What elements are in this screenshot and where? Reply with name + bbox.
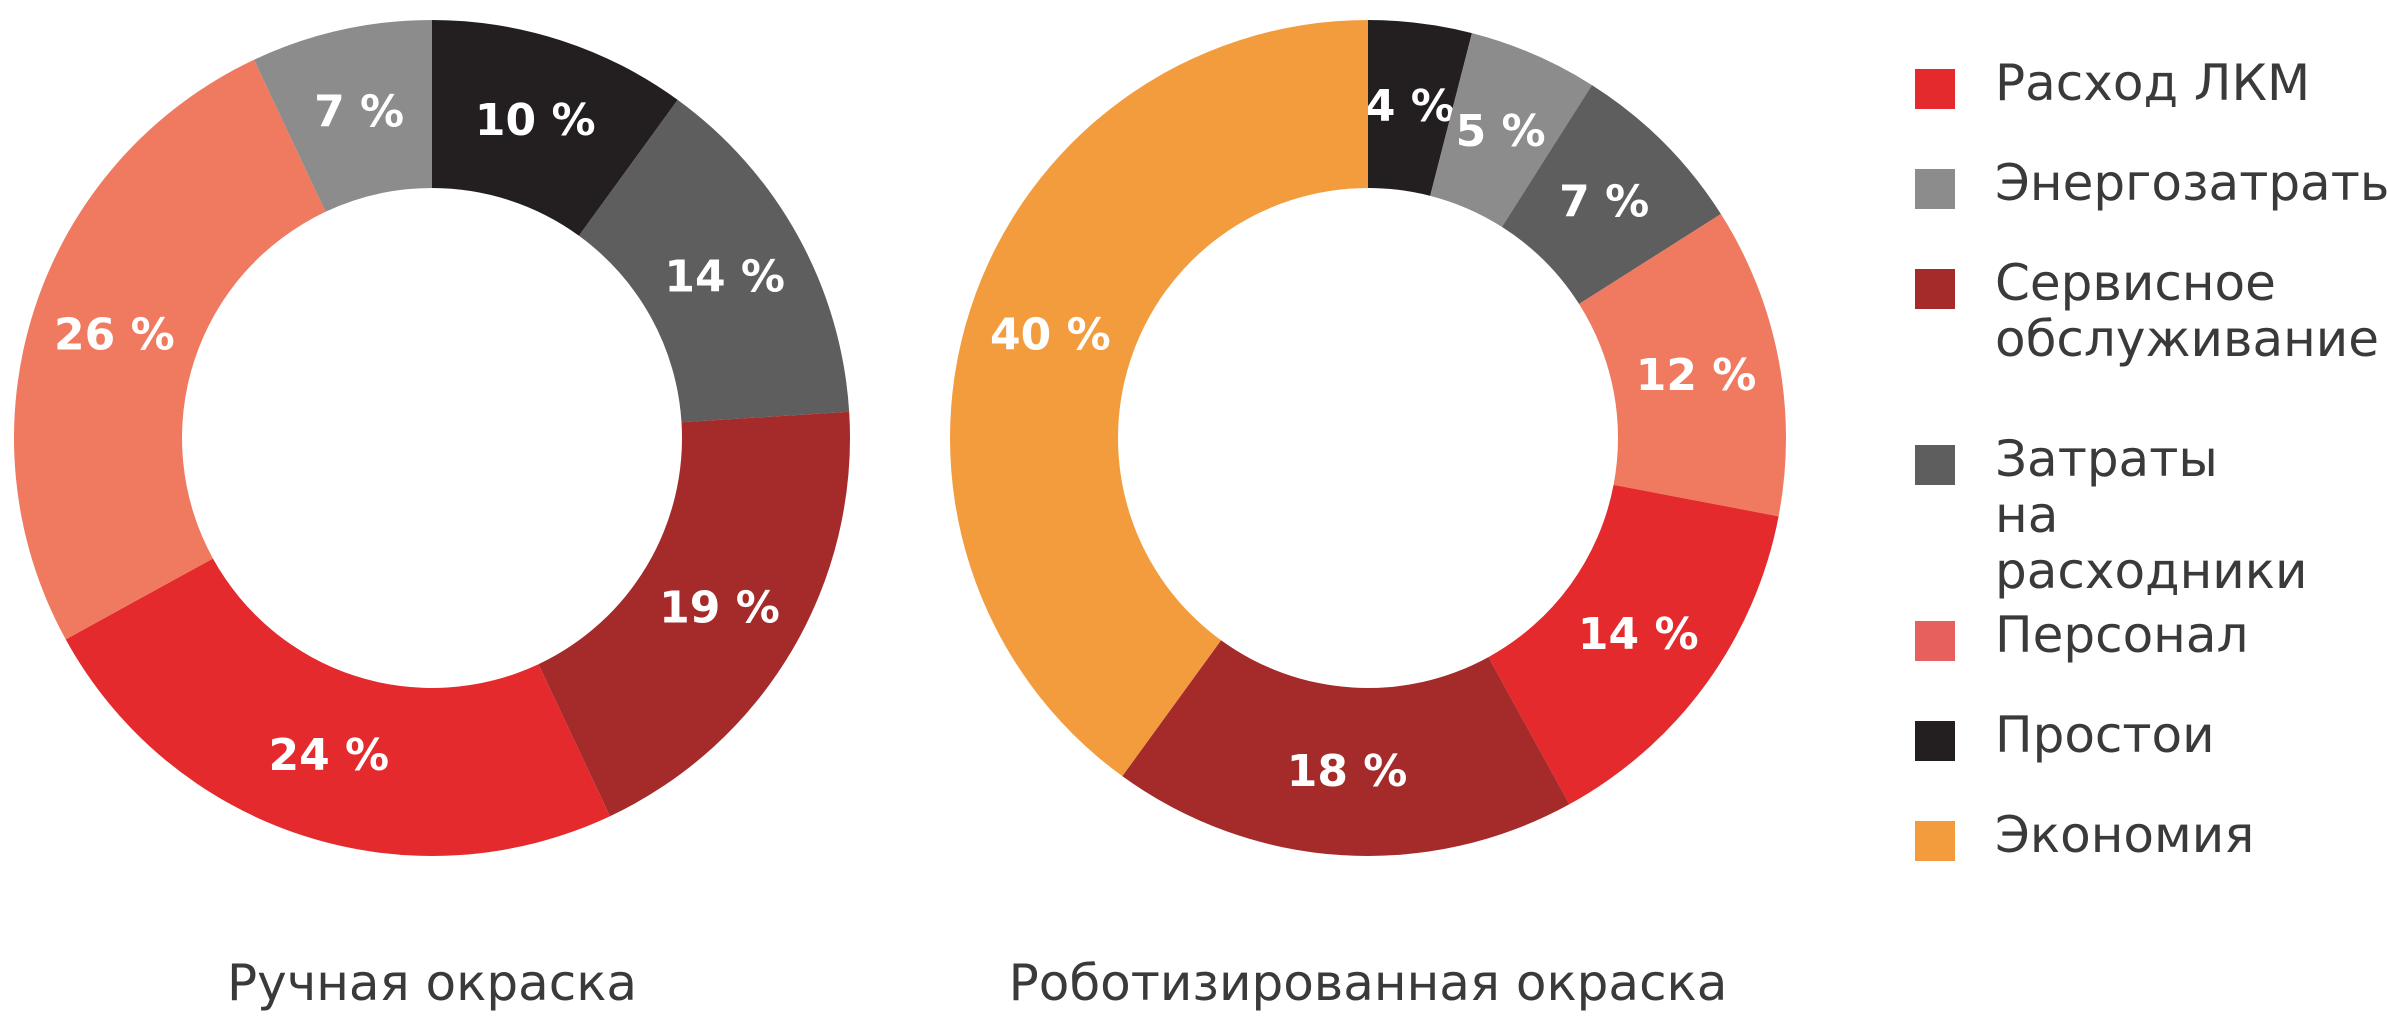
slice-1-6 [950, 20, 1368, 777]
slice-1-0 [1368, 20, 1472, 196]
slice-label-1-0: 4 % [1365, 81, 1455, 132]
slice-0-5 [254, 20, 432, 212]
donut-chart-manual: 10 % 14 % 19 % 24 % 26 % 7 % Ручная окраска [14, 20, 850, 1012]
legend-swatch [1915, 721, 1955, 761]
slice-1-3 [1579, 214, 1786, 517]
legend-swatch [1915, 445, 1955, 485]
slice-label-0-4: 26 % [54, 309, 175, 360]
slice-0-1 [578, 99, 850, 423]
legend-item: Простои [1915, 707, 2385, 807]
legend-label: Расход ЛКМ [1995, 54, 2311, 112]
legend-label: Энергозатраты [1995, 154, 2387, 212]
donut-chart-robotic: 4 % 5 % 7 % 12 % 14 % 18 % 40 % Роботизированна… [950, 20, 1786, 1012]
legend: Расход ЛКМ Энергозатраты Сервисное обслужи… [1915, 55, 2387, 907]
slice-label-0-0: 10 % [475, 95, 596, 146]
legend-label: Затраты на расходники [1995, 430, 2308, 600]
legend-swatch [1915, 69, 1955, 109]
legend-item: Сервисное обслуживание [1915, 255, 2385, 431]
slice-0-2 [538, 411, 850, 817]
slice-1-5 [1122, 640, 1570, 856]
charts-canvas: 10 % 14 % 19 % 24 % 26 % 7 % Ручная окраска 4 … [14, 20, 1786, 1012]
legend-swatch [1915, 269, 1955, 309]
legend-label: Простои [1995, 706, 2215, 764]
legend-item: Энергозатраты [1915, 154, 2387, 255]
legend-item: Затраты на расходники [1915, 431, 2385, 607]
legend-swatch [1915, 621, 1955, 661]
slice-label-1-5: 18 % [1287, 746, 1408, 797]
slice-0-3 [65, 558, 610, 857]
slice-label-0-5: 7 % [314, 87, 404, 138]
slice-label-1-1: 5 % [1456, 106, 1546, 157]
slice-label-1-3: 12 % [1636, 350, 1757, 401]
legend-label: Экономия [1995, 806, 2255, 864]
slice-label-1-6: 40 % [990, 309, 1111, 360]
slice-1-4 [1488, 484, 1779, 805]
chart-title-0: Ручная окраска [227, 954, 637, 1012]
legend-label: Персонал [1995, 606, 2249, 664]
slice-1-1 [1430, 33, 1592, 227]
legend-swatch [1915, 821, 1955, 861]
slice-label-0-2: 19 % [659, 583, 780, 634]
legend-item: Расход ЛКМ [1915, 55, 2385, 155]
chart-title-1: Роботизированная окраска [1009, 954, 1728, 1012]
slice-label-0-3: 24 % [268, 730, 389, 781]
slice-label-1-4: 14 % [1578, 609, 1699, 660]
slice-label-1-2: 7 % [1559, 176, 1649, 227]
legend-item: Экономия [1915, 807, 2385, 907]
legend-label: Сервисное обслуживание [1995, 254, 2380, 368]
legend-item: Персонал [1915, 607, 2385, 707]
slice-0-4 [14, 59, 326, 640]
slice-0-0 [432, 20, 678, 236]
legend-swatch [1915, 169, 1955, 209]
slice-1-2 [1501, 85, 1721, 305]
slice-label-0-1: 14 % [664, 252, 785, 303]
